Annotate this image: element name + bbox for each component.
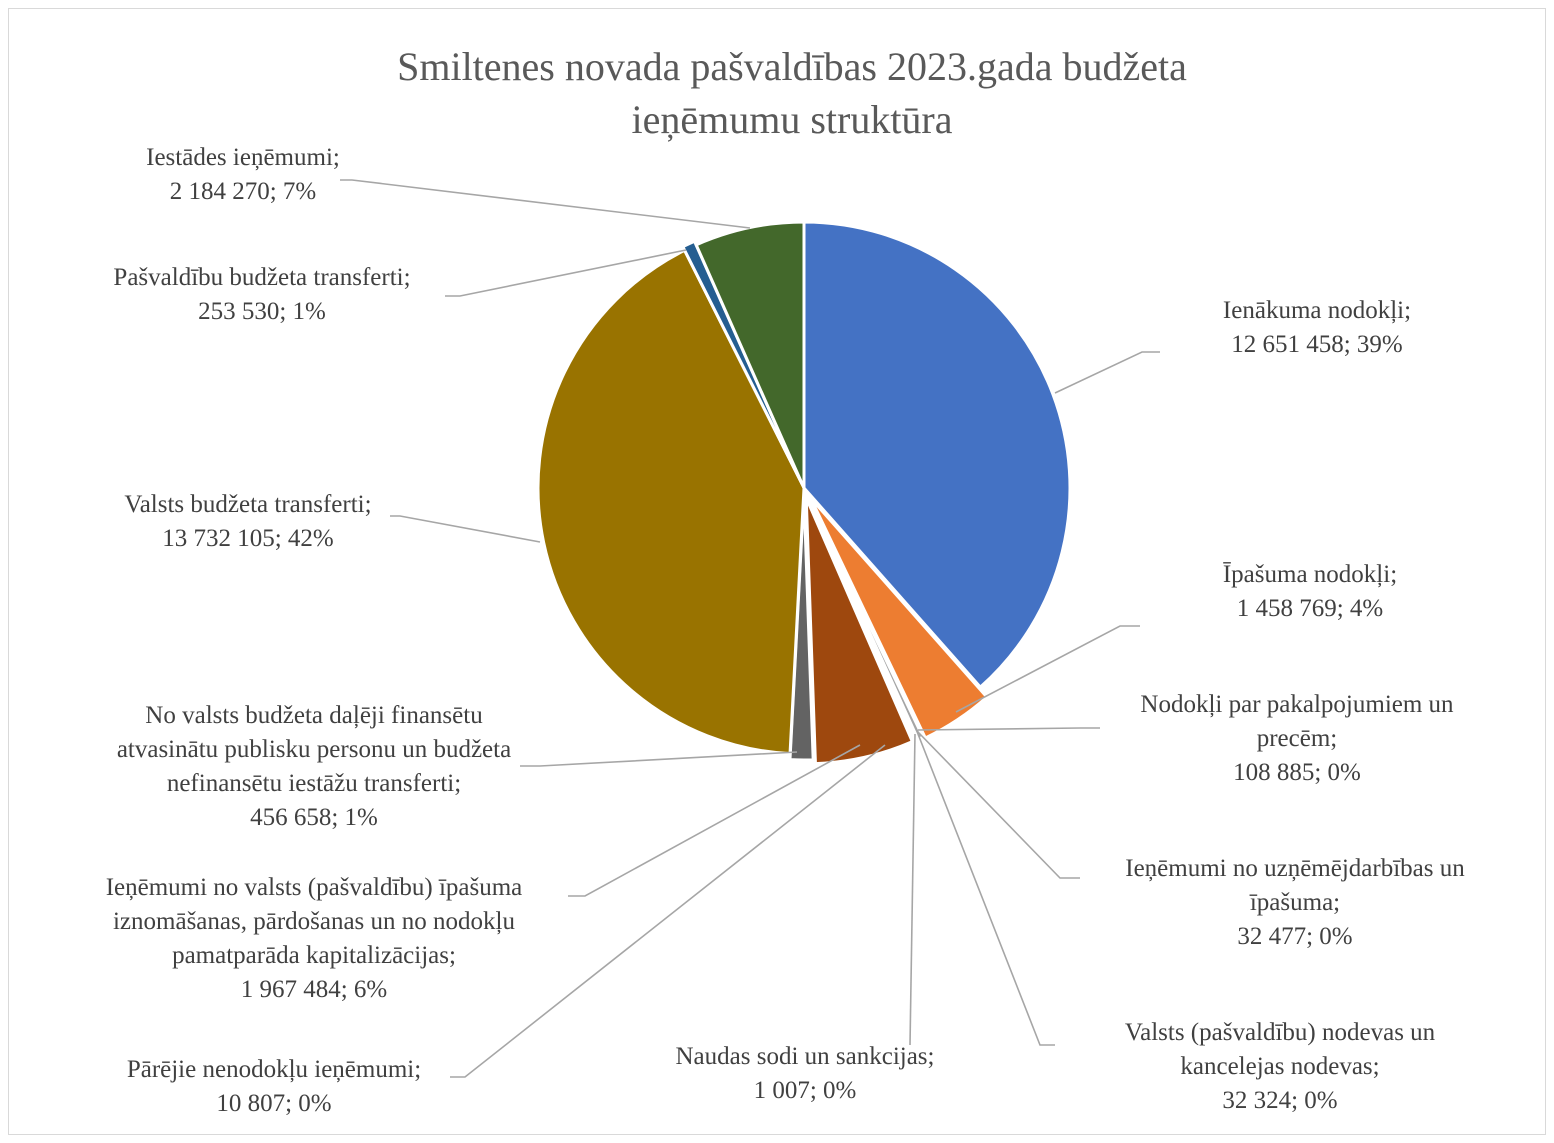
data-label-line: Valsts (pašvaldību) nodevas un [1125, 1019, 1436, 1046]
data-label-line: 253 530; 1% [198, 298, 326, 325]
data-labels: Ienākuma nodokļi; 12 651 458; 39% Īpašuma … [106, 144, 1466, 1117]
data-label-line: Valsts budžeta transferti; [124, 491, 371, 518]
data-label-line: atvasinātu publisku personu un budžeta [117, 736, 511, 763]
data-label-line: 13 732 105; 42% [162, 525, 334, 552]
data-label: Nodokļi par pakalpojumiem un precēm; 108 8… [1140, 691, 1454, 786]
data-label: Pašvaldību budžeta transferti; 253 530; 1… [113, 264, 410, 325]
data-label-line: 10 807; 0% [216, 1090, 331, 1117]
data-label-line: 32 324; 0% [1222, 1087, 1337, 1114]
data-label-line: Pārējie nenodokļu ieņēmumi; [127, 1056, 421, 1083]
leader-line [917, 731, 1080, 879]
leader-line [568, 744, 861, 897]
data-label-line: No valsts budžeta daļēji finansētu [145, 702, 483, 729]
chart-title: Smiltenes novada pašvaldības 2023.gada b… [397, 44, 1187, 142]
data-label-line: 32 477; 0% [1237, 923, 1352, 950]
leader-line [340, 179, 751, 229]
data-label-line: Īpašuma nodokļi; [1223, 561, 1397, 588]
pie-slice [536, 248, 806, 756]
pie-slice [788, 493, 815, 762]
data-label-line: pamatparāda kapitalizācijas; [172, 942, 456, 969]
data-label-line: Ieņēmumi no valsts (pašvaldību) īpašuma [106, 874, 523, 901]
data-label-line: 108 885; 0% [1233, 759, 1361, 786]
data-label-line: 1 007; 0% [754, 1077, 857, 1104]
data-label-line: Nodokļi par pakalpojumiem un [1140, 691, 1454, 718]
data-label: Naudas sodi un sankcijas; 1 007; 0% [676, 1043, 935, 1104]
data-label-line: 12 651 458; 39% [1231, 331, 1403, 358]
leader-line [445, 249, 687, 297]
leader-line [520, 751, 798, 767]
pie-slices [536, 220, 1072, 766]
leader-lines [340, 179, 1160, 1078]
data-label: Valsts (pašvaldību) nodevas un kancelejas… [1125, 1019, 1436, 1114]
data-label-line: nefinansētu iestāžu transferti; [167, 770, 461, 797]
data-label-line: 2 184 270; 7% [170, 178, 317, 205]
leader-line [909, 733, 916, 1046]
data-label: Iestādes ieņēmumi; 2 184 270; 7% [146, 144, 340, 205]
data-label-line: Pašvaldību budžeta transferti; [113, 264, 410, 291]
data-label: No valsts budžeta daļēji finansētu atvasi… [117, 702, 511, 831]
data-label-line: 1 967 484; 6% [241, 976, 388, 1003]
leader-line [917, 727, 1100, 731]
pie-slice [809, 497, 990, 740]
pie-slice [680, 239, 804, 486]
data-label: Ieņēmumi no valsts (pašvaldību) īpašuma i… [106, 874, 523, 1003]
data-label-line: Ienākuma nodokļi; [1223, 297, 1411, 324]
data-label: Valsts budžeta transferti; 13 732 105; 42… [124, 491, 371, 552]
leader-line [917, 733, 1055, 1046]
chart-title-line-2: ieņēmumu struktūra [631, 97, 952, 142]
data-label-line: Ieņēmumi no uzņēmējdarbības un [1125, 855, 1465, 882]
pie-slice [802, 220, 1072, 690]
data-label-line: īpašuma; [1249, 889, 1340, 916]
leader-line [1054, 351, 1160, 394]
data-label-line: 456 658; 1% [250, 804, 378, 831]
leader-line [390, 515, 541, 543]
data-label: Pārējie nenodokļu ieņēmumi; 10 807; 0% [127, 1056, 421, 1117]
data-label-line: Iestādes ieņēmumi; [146, 144, 340, 171]
data-label-line: Naudas sodi un sankcijas; [676, 1043, 935, 1070]
data-label-line: 1 458 769; 4% [1237, 595, 1384, 622]
data-label-line: kancelejas nodevas; [1180, 1053, 1379, 1080]
chart-title-line-1: Smiltenes novada pašvaldības 2023.gada b… [397, 44, 1187, 89]
data-label-line: iznomāšanas, pārdošanas un no nodokļu [113, 908, 516, 935]
data-label: Ieņēmumi no uzņēmējdarbības un īpašuma; 32… [1125, 855, 1465, 950]
data-label: Ienākuma nodokļi; 12 651 458; 39% [1223, 297, 1411, 358]
leader-line [955, 625, 1140, 713]
data-label-line: precēm; [1257, 725, 1338, 752]
pie-slice [804, 497, 915, 766]
leader-line [450, 744, 886, 1078]
data-label: Īpašuma nodokļi; 1 458 769; 4% [1223, 561, 1397, 622]
